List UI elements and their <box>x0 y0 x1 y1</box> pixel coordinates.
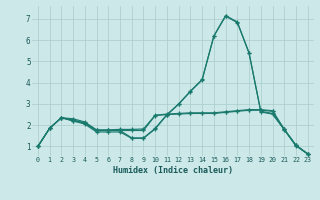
X-axis label: Humidex (Indice chaleur): Humidex (Indice chaleur) <box>113 166 233 175</box>
